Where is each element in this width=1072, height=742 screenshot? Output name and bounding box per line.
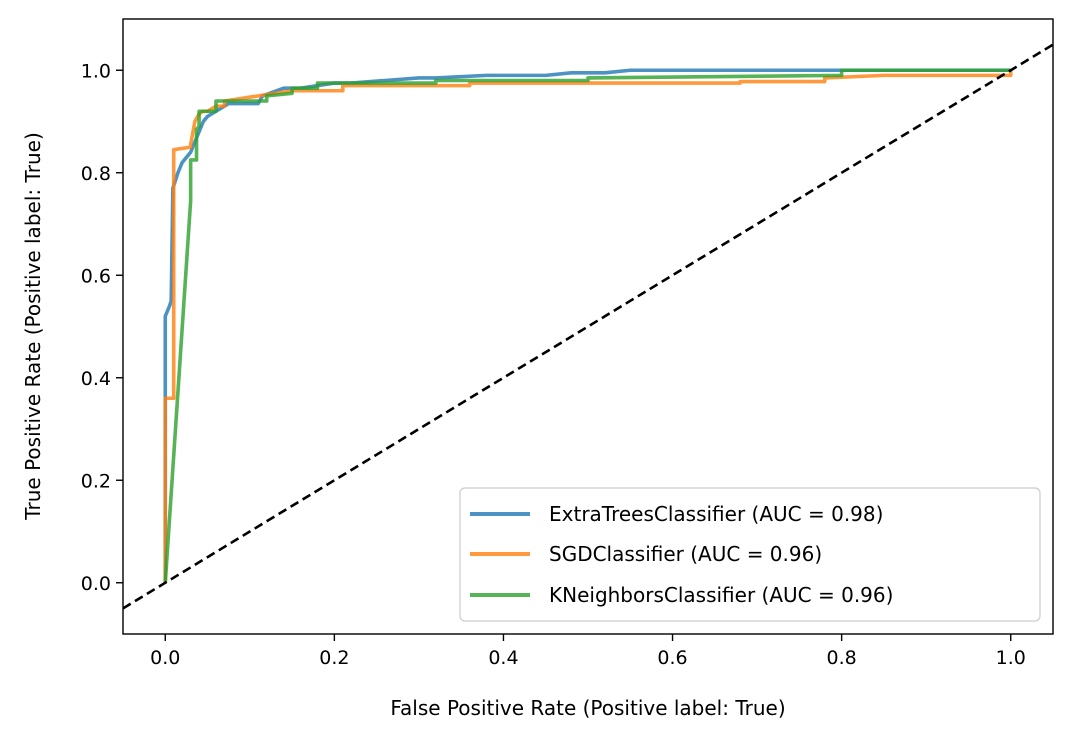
x-axis-label: False Positive Rate (Positive label: Tru… (390, 696, 785, 720)
series-line-sgd (163, 70, 1013, 583)
x-tick-label: 0.6 (657, 647, 687, 669)
x-tick-label: 0.8 (827, 647, 857, 669)
y-tick-label: 0.4 (81, 368, 111, 390)
legend: ExtraTreesClassifier (AUC = 0.98) SGDCla… (459, 487, 1041, 622)
y-tick-label: 0.0 (81, 573, 111, 595)
legend-entry-sgd: SGDClassifier (AUC = 0.96) (549, 542, 822, 566)
legend-entry-kneighbors: KNeighborsClassifier (AUC = 0.96) (549, 583, 893, 607)
y-tick-label: 0.8 (81, 163, 111, 185)
y-tick-label: 0.2 (81, 470, 111, 492)
y-axis: 0.0 0.2 0.4 0.6 0.8 1.0 (81, 60, 123, 595)
plot-frame (122, 18, 1054, 635)
legend-box (459, 487, 1041, 622)
y-axis-label: True Positive Rate (Positive label: True… (21, 132, 45, 521)
series-line-extratrees (163, 68, 1011, 583)
x-tick-label: 1.0 (996, 647, 1026, 669)
x-tick-label: 0.4 (488, 647, 518, 669)
x-tick-label: 0.2 (319, 647, 349, 669)
x-axis: 0.0 0.2 0.4 0.6 0.8 1.0 (150, 634, 1026, 669)
series-line-kneighbors (163, 68, 1011, 583)
legend-entry-extratrees: ExtraTreesClassifier (AUC = 0.98) (549, 502, 883, 526)
series-layer (123, 43, 1053, 610)
y-tick-label: 0.6 (81, 265, 111, 287)
x-tick-label: 0.0 (150, 647, 180, 669)
y-tick-label: 1.0 (81, 60, 111, 82)
